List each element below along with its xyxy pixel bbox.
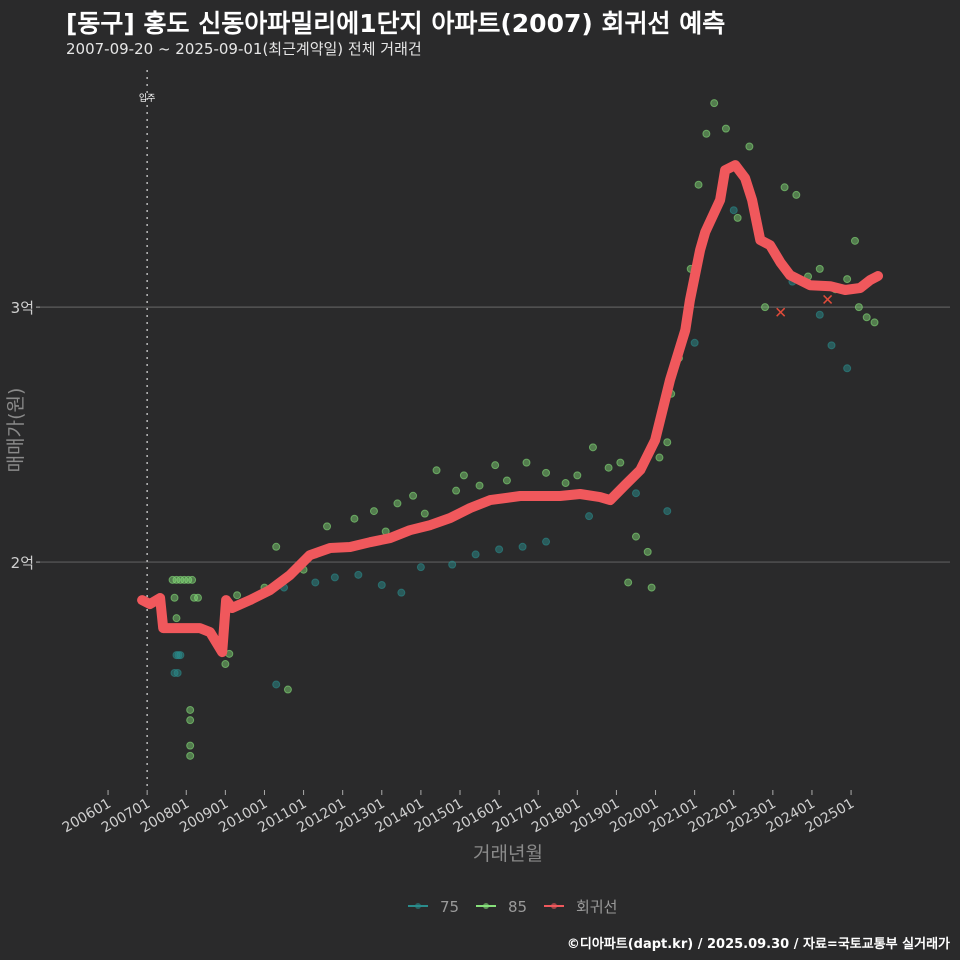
data-point-85 <box>850 236 859 245</box>
data-point-85 <box>283 685 292 694</box>
data-point-85 <box>475 481 484 490</box>
data-point-85 <box>573 471 582 480</box>
data-point-85 <box>172 614 181 623</box>
recent-deal-marker <box>823 294 833 304</box>
data-point-85 <box>631 532 640 541</box>
data-point-85 <box>616 458 625 467</box>
chart-title: [동구] 홍도 신동아파밀리에1단지 아파트(2007) 회귀선 예측 <box>66 9 726 38</box>
data-point-85 <box>624 578 633 587</box>
legend-label: 85 <box>508 898 527 916</box>
x-axis-label: 거래년월 <box>473 843 543 865</box>
data-point-85 <box>452 486 461 495</box>
data-point-75 <box>542 537 551 546</box>
data-point-85 <box>745 142 754 151</box>
data-point-85 <box>815 264 824 273</box>
data-point-85 <box>393 499 402 508</box>
data-point-85 <box>643 547 652 556</box>
data-point-85 <box>522 458 531 467</box>
recent-deal-marker <box>776 307 786 317</box>
data-point-85 <box>854 303 863 312</box>
legend-marker <box>415 903 421 909</box>
data-point-75 <box>631 489 640 498</box>
legend-marker <box>551 903 557 909</box>
data-point-75 <box>311 578 320 587</box>
data-point-85 <box>843 275 852 284</box>
y-tick-label: 2억 <box>11 554 34 572</box>
data-point-85 <box>733 213 742 222</box>
data-point-85 <box>420 509 429 518</box>
y-tick-label: 3억 <box>11 299 34 317</box>
data-point-75 <box>518 542 527 551</box>
data-point-75 <box>330 573 339 582</box>
data-point-85 <box>502 476 511 485</box>
data-point-75 <box>354 570 363 579</box>
data-point-75 <box>173 668 182 677</box>
legend-label: 75 <box>440 898 459 916</box>
data-point-85 <box>186 705 195 714</box>
data-point-85 <box>561 479 570 488</box>
data-point-85 <box>694 180 703 189</box>
move-in-label: 입주 <box>139 92 156 104</box>
data-point-75 <box>495 545 504 554</box>
data-point-75 <box>416 563 425 572</box>
legend-label: 회귀선 <box>576 898 617 916</box>
data-point-75 <box>843 364 852 373</box>
y-axis-label: 매매가(원) <box>5 388 27 473</box>
data-point-85 <box>186 751 195 760</box>
data-point-75 <box>397 588 406 597</box>
data-point-85 <box>870 318 879 327</box>
data-point-85 <box>459 471 468 480</box>
data-point-85 <box>588 443 597 452</box>
chart-subtitle: 2007-09-20 ~ 2025-09-01(최근계약일) 전체 거래건 <box>66 40 422 58</box>
data-point-85 <box>721 124 730 133</box>
data-point-75 <box>690 338 699 347</box>
data-point-85 <box>170 593 179 602</box>
data-point-85 <box>647 583 656 592</box>
footer-credit: ©디아파트(dapt.kr) / 2025.09.30 / 자료=국토교통부 실… <box>566 937 950 952</box>
data-point-85 <box>491 461 500 470</box>
data-point-75 <box>585 512 594 521</box>
data-point-75 <box>272 680 281 689</box>
data-point-75 <box>176 651 185 660</box>
data-point-75 <box>663 507 672 516</box>
data-point-85 <box>432 466 441 475</box>
data-point-85 <box>792 190 801 199</box>
data-point-85 <box>655 453 664 462</box>
data-point-85 <box>323 522 332 531</box>
legend-marker <box>483 903 489 909</box>
data-point-85 <box>663 438 672 447</box>
data-point-85 <box>221 660 230 669</box>
data-point-85 <box>604 463 613 472</box>
data-point-85 <box>702 129 711 138</box>
data-point-85 <box>188 575 197 584</box>
data-point-85 <box>780 183 789 192</box>
data-point-85 <box>350 514 359 523</box>
legend: 75 85 회귀선 <box>408 898 617 916</box>
data-point-75 <box>729 206 738 215</box>
data-point-85 <box>369 507 378 516</box>
data-point-85 <box>186 716 195 725</box>
data-point-85 <box>542 468 551 477</box>
data-point-85 <box>272 542 281 551</box>
data-point-85 <box>710 99 719 108</box>
data-point-85 <box>761 303 770 312</box>
regression-line <box>137 160 883 658</box>
data-point-85 <box>193 593 202 602</box>
data-point-75 <box>827 341 836 350</box>
data-point-85 <box>186 741 195 750</box>
data-point-75 <box>815 310 824 319</box>
data-point-85 <box>233 591 242 600</box>
data-point-85 <box>862 313 871 322</box>
data-point-75 <box>471 550 480 559</box>
data-point-75 <box>448 560 457 569</box>
data-point-85 <box>409 491 418 500</box>
data-point-75 <box>377 581 386 590</box>
